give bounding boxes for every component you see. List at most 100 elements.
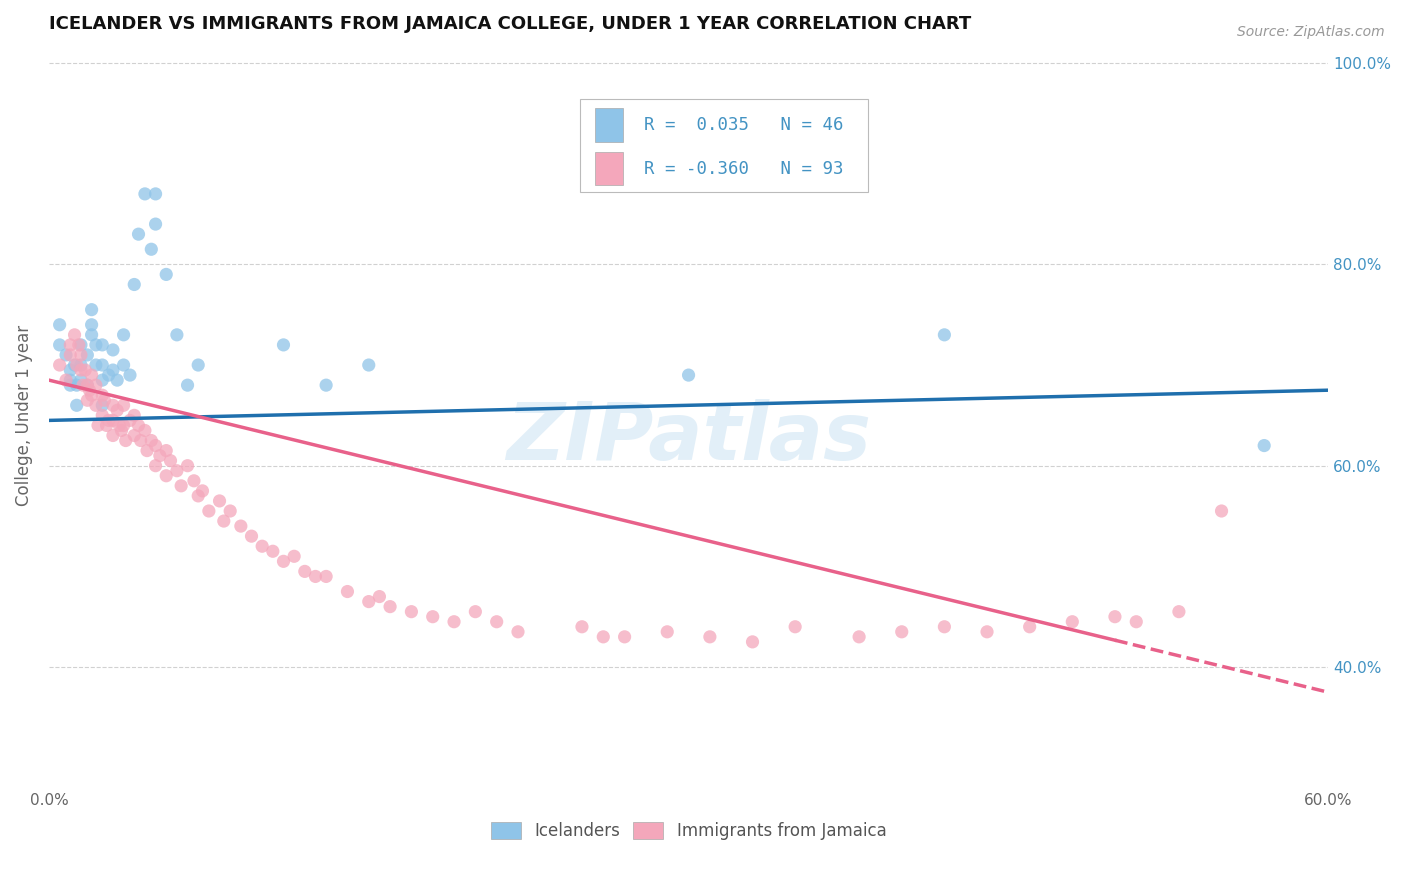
Point xyxy=(176,458,198,473)
Point xyxy=(112,418,135,433)
Point xyxy=(976,624,998,639)
Point xyxy=(785,620,807,634)
Point xyxy=(141,434,163,448)
Text: R = -0.360   N = 93: R = -0.360 N = 93 xyxy=(644,160,844,178)
Point xyxy=(59,348,82,362)
Point xyxy=(76,393,98,408)
Point xyxy=(506,624,529,639)
Point xyxy=(240,529,263,543)
Point xyxy=(1104,609,1126,624)
Point xyxy=(91,388,114,402)
Point xyxy=(273,338,295,352)
Point xyxy=(63,358,86,372)
Point xyxy=(66,378,89,392)
Point xyxy=(72,378,94,392)
Legend: Icelanders, Immigrants from Jamaica: Icelanders, Immigrants from Jamaica xyxy=(484,815,893,847)
Point xyxy=(485,615,508,629)
Point xyxy=(198,504,221,518)
Point xyxy=(91,338,114,352)
Point xyxy=(91,358,114,372)
Point xyxy=(63,327,86,342)
Point xyxy=(59,363,82,377)
Point xyxy=(176,378,198,392)
Point xyxy=(934,620,956,634)
Point xyxy=(80,302,103,317)
Point xyxy=(283,549,305,564)
Point xyxy=(208,494,231,508)
Point xyxy=(101,413,124,427)
Point xyxy=(76,378,98,392)
Bar xyxy=(595,108,623,142)
Point xyxy=(105,373,128,387)
Point xyxy=(80,388,103,402)
Point xyxy=(59,338,82,352)
Point xyxy=(128,227,150,242)
Point xyxy=(122,409,145,423)
Point xyxy=(55,348,77,362)
Text: R =  0.035   N = 46: R = 0.035 N = 46 xyxy=(644,116,844,134)
Point xyxy=(315,569,337,583)
Point xyxy=(110,424,132,438)
Point xyxy=(294,565,316,579)
Point xyxy=(112,398,135,412)
Point xyxy=(262,544,284,558)
Point xyxy=(96,418,118,433)
Point xyxy=(84,378,107,392)
Point xyxy=(80,318,103,332)
Point xyxy=(304,569,326,583)
Y-axis label: College, Under 1 year: College, Under 1 year xyxy=(15,325,32,506)
Point xyxy=(1062,615,1084,629)
Point xyxy=(678,368,700,383)
Point xyxy=(159,453,181,467)
Point xyxy=(170,479,193,493)
Point xyxy=(101,428,124,442)
Point xyxy=(183,474,205,488)
Point xyxy=(155,443,177,458)
Point xyxy=(80,327,103,342)
Point xyxy=(187,358,209,372)
Point xyxy=(59,373,82,387)
Point xyxy=(378,599,401,614)
Point xyxy=(149,449,172,463)
Point xyxy=(76,348,98,362)
Point xyxy=(250,539,273,553)
Point xyxy=(422,609,444,624)
Point xyxy=(1125,615,1147,629)
Point xyxy=(191,483,214,498)
Point xyxy=(1253,439,1275,453)
Point xyxy=(70,348,93,362)
Point xyxy=(114,434,136,448)
Point xyxy=(166,327,188,342)
Point xyxy=(84,338,107,352)
Point xyxy=(101,343,124,357)
Point xyxy=(97,368,120,383)
Bar xyxy=(579,99,868,192)
Point xyxy=(76,378,98,392)
Point xyxy=(145,217,167,231)
Point xyxy=(1018,620,1040,634)
Point xyxy=(118,368,141,383)
Point xyxy=(155,268,177,282)
Point xyxy=(145,186,167,201)
Point xyxy=(55,373,77,387)
Point xyxy=(91,409,114,423)
Point xyxy=(101,398,124,412)
Point xyxy=(368,590,391,604)
Point xyxy=(91,373,114,387)
Point xyxy=(699,630,721,644)
Point xyxy=(187,489,209,503)
Point xyxy=(273,554,295,568)
Point xyxy=(112,358,135,372)
Point xyxy=(134,186,156,201)
Point xyxy=(70,338,93,352)
Point xyxy=(848,630,870,644)
Point xyxy=(166,464,188,478)
Point xyxy=(105,403,128,417)
Point xyxy=(122,428,145,442)
Point xyxy=(93,393,115,408)
Point xyxy=(70,363,93,377)
Point xyxy=(464,605,486,619)
Text: ZIPatlas: ZIPatlas xyxy=(506,399,872,476)
Point xyxy=(336,584,359,599)
Point xyxy=(70,358,93,372)
